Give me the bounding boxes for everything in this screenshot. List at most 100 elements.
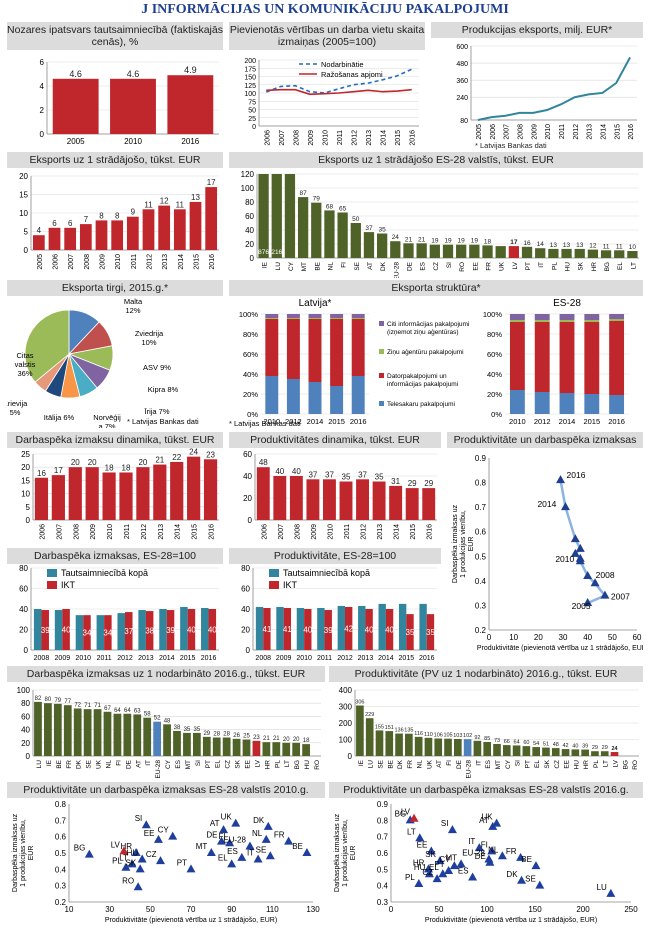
x-tick-label: 2008	[84, 254, 91, 270]
bar	[535, 248, 546, 258]
bar	[32, 235, 45, 250]
x-tick-label: HR	[583, 760, 590, 770]
bar-segment	[609, 319, 625, 321]
data-label: 306	[355, 700, 364, 706]
bar-segment	[534, 320, 550, 322]
y-tick-label: 240	[456, 95, 468, 102]
x-tick-label: 2007	[278, 524, 285, 540]
x-tick-label: EE	[245, 759, 252, 768]
y-tick-label: 0.8	[475, 479, 487, 488]
data-label: 35	[375, 473, 384, 482]
point-marker	[600, 590, 610, 599]
legend-label: Citi informācijas pakalpojumi (izņemot zi…	[387, 321, 469, 336]
data-label: 37	[325, 470, 334, 479]
y-tick-label: 0.6	[475, 528, 487, 537]
bar	[95, 220, 108, 250]
y-tick-label: 5	[24, 228, 29, 237]
bar	[521, 246, 533, 258]
point-label: FR	[274, 831, 285, 840]
y-axis-label: 1 produkcijas vienību,	[20, 819, 27, 887]
legend-label-line: informācijas pakalpojumi	[387, 381, 458, 388]
y-tick-label: 40%	[487, 370, 502, 379]
y-tick-label: 0.6	[377, 849, 389, 858]
y-tick-label: 0.8	[377, 816, 389, 825]
data-label: 29	[592, 745, 598, 751]
x-tick-label: PT	[525, 262, 532, 270]
x-tick-label: IT	[145, 760, 152, 766]
chart-title: Produktivitāte (PV uz 1 nodarbināto) 201…	[329, 666, 643, 682]
point-marker	[137, 854, 147, 863]
point-marker	[606, 888, 616, 897]
x-tick-label: IT	[538, 262, 545, 268]
data-label: 24	[611, 746, 618, 752]
x-tick-label: 0	[389, 905, 394, 914]
x-tick-label: 20	[534, 633, 543, 642]
data-label: 50	[352, 216, 360, 223]
legend-label-line: Datorpakalpojumi un	[387, 373, 447, 380]
data-label: 40	[303, 626, 312, 635]
bar	[153, 721, 162, 756]
y-tick-label: 80%	[487, 330, 502, 339]
y-tick-label: 100	[241, 184, 255, 193]
x-tick-label: 2015	[410, 524, 417, 540]
bar	[574, 248, 585, 258]
bar	[34, 477, 49, 520]
legend-swatch	[379, 373, 384, 378]
data-label: 80	[45, 697, 52, 703]
x-tick-label: 2005	[67, 137, 85, 146]
point-label: BG	[395, 809, 407, 818]
point-label: CY	[439, 855, 451, 864]
point-label: DE	[206, 831, 217, 840]
bar	[271, 174, 282, 258]
chart-note: * Latvijas Bankas dati	[475, 141, 547, 150]
legend-label-line: Citi informācijas pakalpojumi	[387, 321, 469, 328]
x-tick-label: RO	[314, 760, 321, 770]
bar-segment	[265, 318, 279, 319]
x-tick-label: 2009	[531, 124, 538, 140]
y-tick-label: 0	[248, 516, 253, 525]
y-axis-label: EUR	[350, 846, 357, 861]
point-label: CZ	[146, 850, 157, 859]
bar	[304, 609, 312, 650]
bar	[104, 615, 112, 650]
x-tick-label: DK	[76, 759, 83, 769]
data-label: 136	[394, 728, 403, 734]
data-label: 12	[589, 243, 597, 250]
y-tick-label: 0	[348, 752, 353, 761]
x-tick-label: 2012	[285, 417, 302, 426]
point-marker	[556, 475, 566, 484]
point-marker	[583, 597, 593, 606]
legend-label: Datorpakalpojumi un informācijas pakalpoj…	[387, 373, 458, 388]
point-marker	[447, 825, 457, 834]
bar	[345, 606, 353, 650]
legend-label-line: (izņemot ziņu aģentūras)	[387, 328, 459, 336]
point-marker	[590, 578, 600, 587]
point-label: 2014	[537, 499, 556, 509]
point-label: 2016	[567, 470, 586, 480]
bar	[416, 243, 427, 258]
bar-segment	[584, 322, 600, 394]
y-tick-label: 0.4	[55, 865, 67, 874]
x-tick-label: 2010	[509, 417, 526, 426]
x-tick-label: 2008	[73, 524, 80, 540]
y-axis-label: Darbaspēka izmaksas uz	[334, 813, 341, 892]
point-marker	[127, 859, 137, 868]
bar	[337, 212, 348, 258]
x-tick-label: 2016	[419, 655, 435, 662]
bar	[395, 733, 403, 756]
point-marker	[517, 875, 527, 884]
data-label: 48	[553, 742, 559, 748]
y-tick-label: 100	[17, 686, 31, 695]
data-label: 11	[616, 243, 623, 250]
data-label: 8	[99, 211, 104, 220]
bar	[284, 174, 296, 258]
data-label: 4	[37, 226, 42, 235]
bar	[163, 724, 171, 756]
x-tick-label: 2012	[117, 655, 133, 662]
point-label: 2010	[555, 554, 574, 564]
bar	[173, 730, 181, 756]
x-tick-label: 2008	[293, 130, 300, 146]
x-tick-label: 2010	[545, 124, 552, 140]
x-tick-label: 2012	[573, 124, 580, 140]
bar	[62, 609, 70, 650]
